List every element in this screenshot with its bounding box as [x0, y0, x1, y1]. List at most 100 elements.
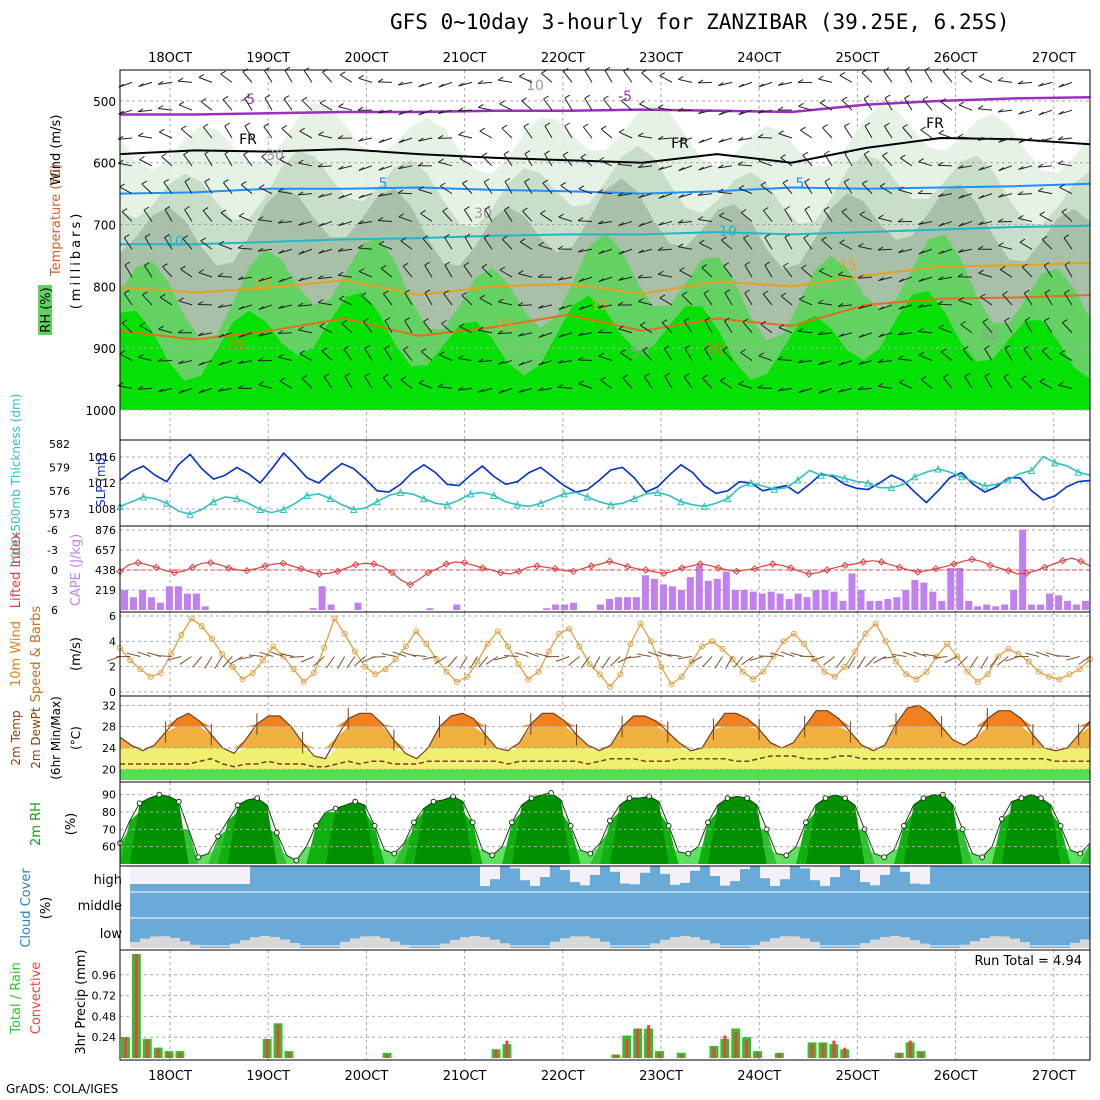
- cape-bar: [165, 586, 173, 610]
- upper-wind-barb: [341, 323, 353, 334]
- upper-wind-barb-flag: [544, 122, 551, 127]
- upper-wind-barb-flag: [418, 137, 424, 142]
- upper-wind-barb: [978, 165, 993, 171]
- wind-speed-marker: [688, 658, 695, 665]
- wind-speed-marker: [392, 656, 399, 663]
- upper-wind-barb: [718, 81, 733, 87]
- cape-bar: [911, 579, 919, 610]
- cape-bar: [354, 602, 362, 610]
- surface-wind-barb: [337, 656, 346, 669]
- upper-wind-barb-flag: [677, 219, 684, 224]
- upper-wind-barb-flag: [958, 296, 964, 301]
- upper-wind-barb: [678, 246, 693, 250]
- 2m-rh-marker: [215, 833, 221, 840]
- upper-wind-barb-flag: [1037, 163, 1044, 168]
- upper-wind-barb-flag: [241, 181, 247, 186]
- upper-wind-barb-flag: [760, 181, 767, 186]
- upper-wind-barb-flag: [161, 153, 167, 157]
- cape-bar: [677, 590, 685, 610]
- upper-wind-barb: [398, 165, 413, 170]
- lifted-index-marker: [968, 555, 976, 564]
- upper-wind-barb: [1021, 266, 1033, 278]
- lifted-index-marker: [279, 559, 287, 568]
- thickness-marker: [326, 494, 335, 503]
- cape-bar: [929, 591, 937, 610]
- wind-speed-marker: [995, 653, 1002, 660]
- upper-wind-barb: [1018, 81, 1033, 85]
- upper-wind-barb-flag: [801, 264, 807, 269]
- cloud-low-cell: [670, 937, 680, 948]
- upper-wind-barb-flag: [818, 389, 825, 394]
- 2m-rh-marker: [920, 795, 927, 801]
- upper-wind-barb: [397, 192, 413, 195]
- upper-wind-barb: [358, 137, 373, 142]
- upper-wind-barb: [418, 81, 433, 88]
- rh-legend-swatch: [38, 285, 52, 335]
- contour-label: FR: [239, 132, 257, 148]
- precip-convective-bar: [614, 1054, 618, 1058]
- cape-bar: [668, 586, 676, 610]
- upper-wind-barb-flag: [484, 205, 491, 210]
- contour-label: 30: [474, 206, 492, 222]
- x-tick-top-label: 19OCT: [246, 51, 290, 66]
- cape-bar: [426, 608, 434, 610]
- 2m-rh-marker: [509, 819, 515, 826]
- temperature-contour-plus10: [120, 224, 1091, 246]
- lifted-index-marker: [877, 558, 886, 566]
- upper-wind-barb-flag: [778, 130, 784, 135]
- upper-wind-barb-flag: [740, 349, 746, 353]
- upper-wind-barb: [784, 209, 793, 222]
- upper-wind-barb: [238, 215, 253, 222]
- wind-speed-marker: [872, 620, 879, 627]
- upper-wind-barb-flag: [938, 250, 945, 255]
- cape-bar: [130, 597, 137, 610]
- upper-wind-barb-flag: [1018, 214, 1024, 219]
- upper-wind-barb-flag: [200, 237, 206, 242]
- upper-wind-barb-flag: [277, 219, 284, 224]
- upper-wind-barb-flag: [483, 178, 490, 183]
- upper-wind-barb: [402, 265, 413, 278]
- upper-wind-barb-flag: [318, 131, 324, 136]
- cape-bar: [938, 600, 946, 610]
- upper-wind-barb-flag: [877, 382, 884, 387]
- upper-wind-barb-flag: [999, 266, 1006, 271]
- cape-bar: [974, 606, 982, 610]
- upper-wind-barb-flag: [1017, 191, 1024, 195]
- temp-band-fill: [120, 748, 1090, 770]
- upper-wind-barb: [222, 99, 233, 111]
- upper-wind-barb: [538, 360, 553, 366]
- upper-wind-barb: [957, 136, 973, 139]
- run-total-label: Run Total = 4.94: [974, 954, 1082, 969]
- wind-speed-marker: [658, 663, 665, 670]
- upper-wind-barb: [824, 181, 833, 194]
- upper-wind-barb-flag: [562, 151, 569, 156]
- cloud-low-cell: [480, 937, 490, 948]
- upper-wind-barb: [459, 158, 473, 167]
- upper-wind-barb-flag: [557, 383, 564, 388]
- upper-wind-barb-flag: [938, 276, 944, 281]
- upper-wind-barb: [1063, 292, 1073, 306]
- upper-wind-barb-flag: [704, 345, 710, 350]
- upper-wind-barb: [984, 348, 993, 361]
- upper-wind-barb: [683, 320, 693, 334]
- 2m-rh-marker: [783, 852, 790, 859]
- upper-wind-barb: [740, 352, 753, 361]
- upper-wind-barb-flag: [218, 333, 224, 338]
- upper-wind-barb-flag: [481, 263, 488, 268]
- upper-wind-barb: [598, 355, 613, 362]
- upper-wind-barb-flag: [498, 298, 504, 303]
- upper-wind-barb-flag: [498, 389, 505, 394]
- upper-wind-barb: [378, 193, 393, 197]
- upper-wind-barb-flag: [517, 302, 524, 306]
- cape-bar: [597, 604, 604, 610]
- upper-wind-barb-flag: [637, 274, 644, 279]
- upper-wind-barb-flag: [844, 122, 850, 127]
- cape-bar: [767, 591, 775, 610]
- x-tick-bottom-label: 24OCT: [737, 1069, 781, 1084]
- upper-wind-barb-flag: [839, 71, 846, 76]
- upper-wind-barb: [898, 358, 913, 362]
- upper-wind-barb-flag: [578, 306, 585, 310]
- upper-wind-barb-flag: [343, 345, 350, 350]
- contour-label: 50: [631, 345, 649, 361]
- upper-wind-barb-flag: [578, 185, 585, 190]
